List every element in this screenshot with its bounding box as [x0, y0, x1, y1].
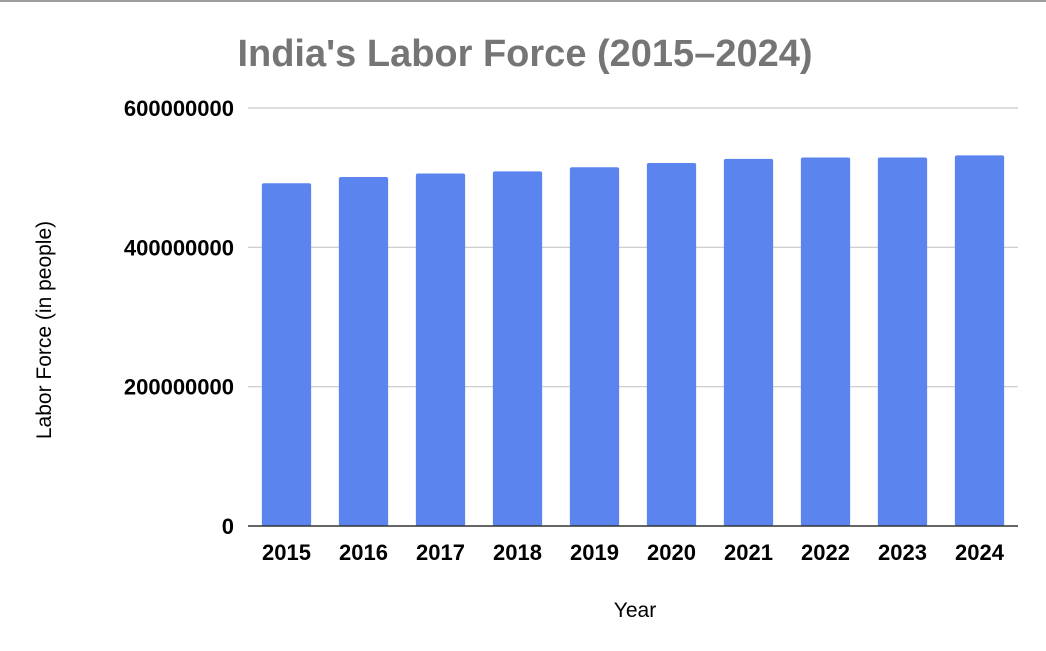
- y-tick-label: 200000000: [124, 375, 234, 400]
- x-tick-label: 2021: [724, 540, 773, 565]
- bar: [338, 176, 389, 526]
- bar: [646, 163, 697, 526]
- x-axis-ticks: 2015 2016 2017 2018 2019 2020 2021 2022 2023 2024: [262, 540, 1005, 565]
- y-tick-label: 0: [222, 514, 234, 539]
- bars: [261, 155, 1005, 527]
- bar: [723, 158, 774, 526]
- x-tick-label: 2024: [955, 540, 1005, 565]
- bar: [492, 171, 543, 526]
- x-tick-label: 2023: [878, 540, 927, 565]
- chart-title: India's Labor Force (2015–2024): [237, 33, 812, 75]
- y-tick-label: 400000000: [124, 235, 234, 260]
- x-tick-label: 2015: [262, 540, 311, 565]
- bar: [261, 183, 312, 527]
- y-axis-ticks: 0 200000000 400000000 600000000: [124, 96, 234, 539]
- x-tick-label: 2019: [570, 540, 619, 565]
- y-tick-label: 600000000: [124, 96, 234, 121]
- bar: [877, 157, 928, 527]
- x-tick-label: 2016: [339, 540, 388, 565]
- x-tick-label: 2022: [801, 540, 850, 565]
- x-tick-label: 2018: [493, 540, 542, 565]
- bar: [954, 155, 1005, 526]
- x-axis-title: Year: [614, 599, 656, 622]
- top-border: [0, 0, 1046, 2]
- x-tick-label: 2017: [416, 540, 465, 565]
- bar: [569, 167, 620, 526]
- bar: [415, 173, 466, 526]
- y-axis-title: Labor Force (in people): [33, 221, 56, 439]
- x-tick-label: 2020: [647, 540, 696, 565]
- bar: [800, 157, 851, 527]
